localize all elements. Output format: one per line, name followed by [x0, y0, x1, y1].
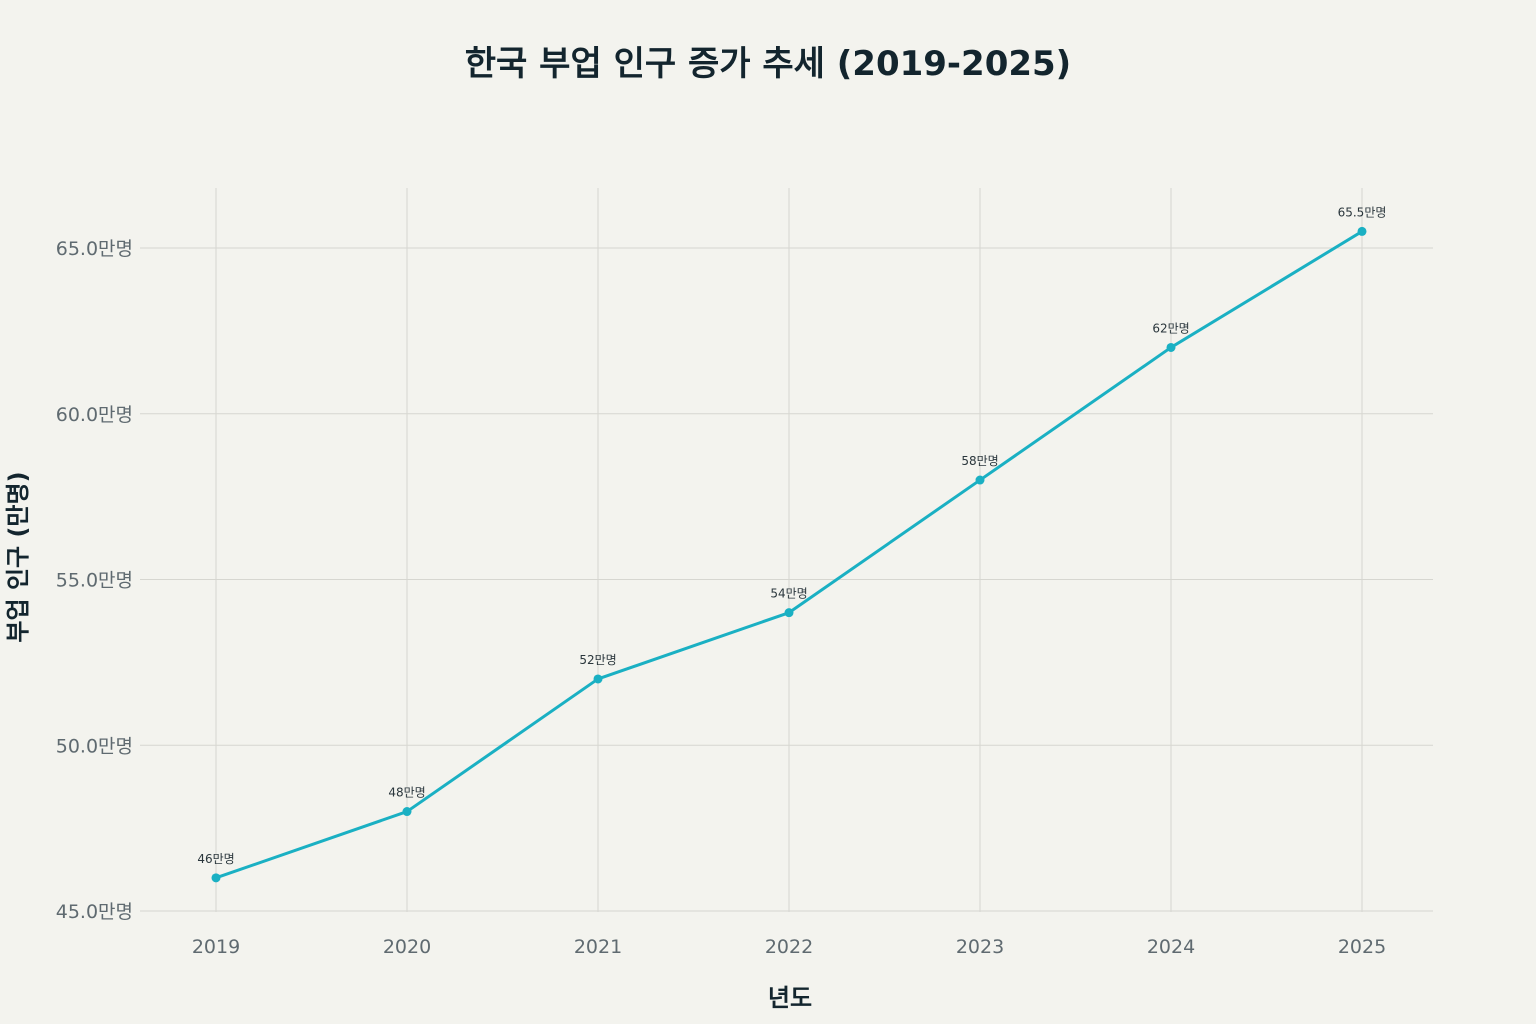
data-point[interactable] [402, 807, 412, 817]
data-label: 52만명 [579, 653, 616, 667]
x-tick-label: 2023 [956, 936, 1004, 958]
series [211, 226, 1367, 883]
grid [140, 188, 1433, 912]
x-tick-label: 2024 [1147, 936, 1195, 958]
data-label: 48만명 [388, 786, 425, 800]
data-point[interactable] [1357, 226, 1367, 236]
x-tick-label: 2021 [574, 936, 622, 958]
y-tick-label: 50.0만명 [56, 735, 133, 757]
data-point[interactable] [975, 475, 985, 485]
x-tick-label: 2019 [192, 936, 240, 958]
data-label: 62만명 [1152, 321, 1189, 335]
data-point[interactable] [1166, 342, 1176, 352]
data-label: 65.5만명 [1338, 205, 1387, 219]
x-tick-label: 2025 [1338, 936, 1386, 958]
y-axis-title: 부업 인구 (만명) [4, 471, 32, 642]
x-axis-ticks: 2019 2020 2021 2022 2023 2024 2025 [192, 936, 1386, 958]
y-tick-label: 65.0만명 [56, 238, 133, 260]
data-point[interactable] [211, 873, 221, 883]
y-tick-label: 45.0만명 [56, 901, 133, 923]
data-point[interactable] [784, 608, 794, 618]
data-label: 58만명 [961, 454, 998, 468]
chart-title: 한국 부업 인구 증가 추세 (2019-2025) [465, 44, 1071, 84]
x-tick-label: 2020 [383, 936, 431, 958]
x-tick-label: 2022 [765, 936, 813, 958]
y-tick-label: 60.0만명 [56, 404, 133, 426]
data-point[interactable] [593, 674, 603, 684]
data-labels: 46만명 48만명 52만명 54만명 58만명 62만명 65.5만명 [197, 205, 1386, 865]
x-axis-title: 년도 [768, 984, 812, 1012]
y-axis-ticks: 45.0만명 50.0만명 55.0만명 60.0만명 65.0만명 [56, 238, 133, 923]
y-tick-label: 55.0만명 [56, 570, 133, 592]
data-label: 54만명 [770, 587, 807, 601]
data-label: 46만명 [197, 852, 234, 866]
